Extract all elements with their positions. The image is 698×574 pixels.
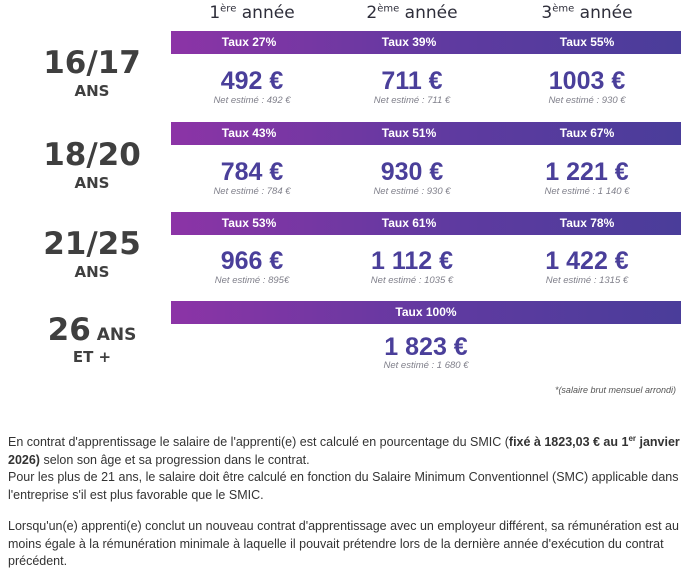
salary-value: 930 €	[380, 158, 444, 186]
rate-label: Taux 67%	[559, 126, 615, 140]
net-estimate: Net estimé : 930 €	[373, 186, 451, 197]
net-estimate: Net estimé : 1 680 €	[383, 360, 469, 371]
rate-band: Taux 27% Taux 39% Taux 55%	[171, 31, 681, 54]
rate-label: Taux 55%	[559, 35, 615, 49]
net-estimate: Net estimé : 784 €	[213, 186, 291, 197]
salary-value: 1 823 €	[384, 333, 468, 361]
rate-label: Taux 39%	[381, 35, 437, 49]
net-estimate: Net estimé : 711 €	[373, 95, 451, 106]
salary-value: 1003 €	[548, 67, 626, 95]
rate-label: Taux 78%	[559, 216, 615, 230]
age-unit: ANS	[74, 263, 110, 281]
rate-label: Taux 27%	[221, 35, 277, 49]
age-unit-inline: ANS	[90, 325, 137, 345]
header-year-3: 3ème année	[541, 3, 633, 23]
age-label: 26 ANS	[47, 312, 137, 348]
salary-value: 1 112 €	[370, 247, 454, 275]
salary-value: 711 €	[381, 67, 443, 95]
paragraph-smic: En contrat d'apprentissage le salaire de…	[8, 434, 680, 502]
net-estimate: Net estimé : 1 140 €	[544, 186, 630, 197]
age-unit: ET +	[72, 348, 112, 366]
rate-band: Taux 53% Taux 61% Taux 78%	[171, 212, 681, 235]
net-estimate: Net estimé : 492 €	[213, 95, 291, 106]
smic-amount: fixé à 1823,03 € au 1er janvier 2026)	[8, 434, 680, 467]
net-estimate: Net estimé : 930 €	[548, 95, 626, 106]
age-label: 16/17	[43, 45, 141, 81]
rate-band: Taux 43% Taux 51% Taux 67%	[171, 122, 681, 145]
age-unit: ANS	[74, 174, 110, 192]
salary-value: 1 422 €	[545, 247, 629, 275]
age-label: 21/25	[43, 226, 141, 262]
net-estimate: Net estimé : 1035 €	[370, 275, 454, 286]
header-year-2: 2ème année	[366, 3, 458, 23]
rate-label: Taux 51%	[381, 126, 437, 140]
age-unit: ANS	[74, 82, 110, 100]
rate-label: Taux 43%	[221, 126, 277, 140]
salary-value: 492 €	[220, 67, 284, 95]
net-estimate: Net estimé : 1315 €	[545, 275, 629, 286]
rate-label: Taux 61%	[381, 216, 437, 230]
salary-value: 784 €	[220, 158, 284, 186]
paragraph-new-contract: Lorsqu'un(e) apprenti(e) conclut un nouv…	[8, 519, 679, 568]
paragraph-smc: Pour les plus de 21 ans, le salaire doit…	[8, 470, 679, 502]
salary-value: 1 221 €	[545, 158, 629, 186]
rate-label: Taux 53%	[221, 216, 277, 230]
footnote: *(salaire brut mensuel arrondi)	[554, 385, 676, 395]
rate-band: Taux 100%	[171, 301, 681, 324]
salary-value: 966 €	[220, 247, 284, 275]
net-estimate: Net estimé : 895€	[214, 275, 290, 286]
age-label: 18/20	[43, 137, 141, 173]
header-year-1: 1ère année	[209, 3, 295, 23]
rate-label: Taux 100%	[395, 305, 457, 319]
